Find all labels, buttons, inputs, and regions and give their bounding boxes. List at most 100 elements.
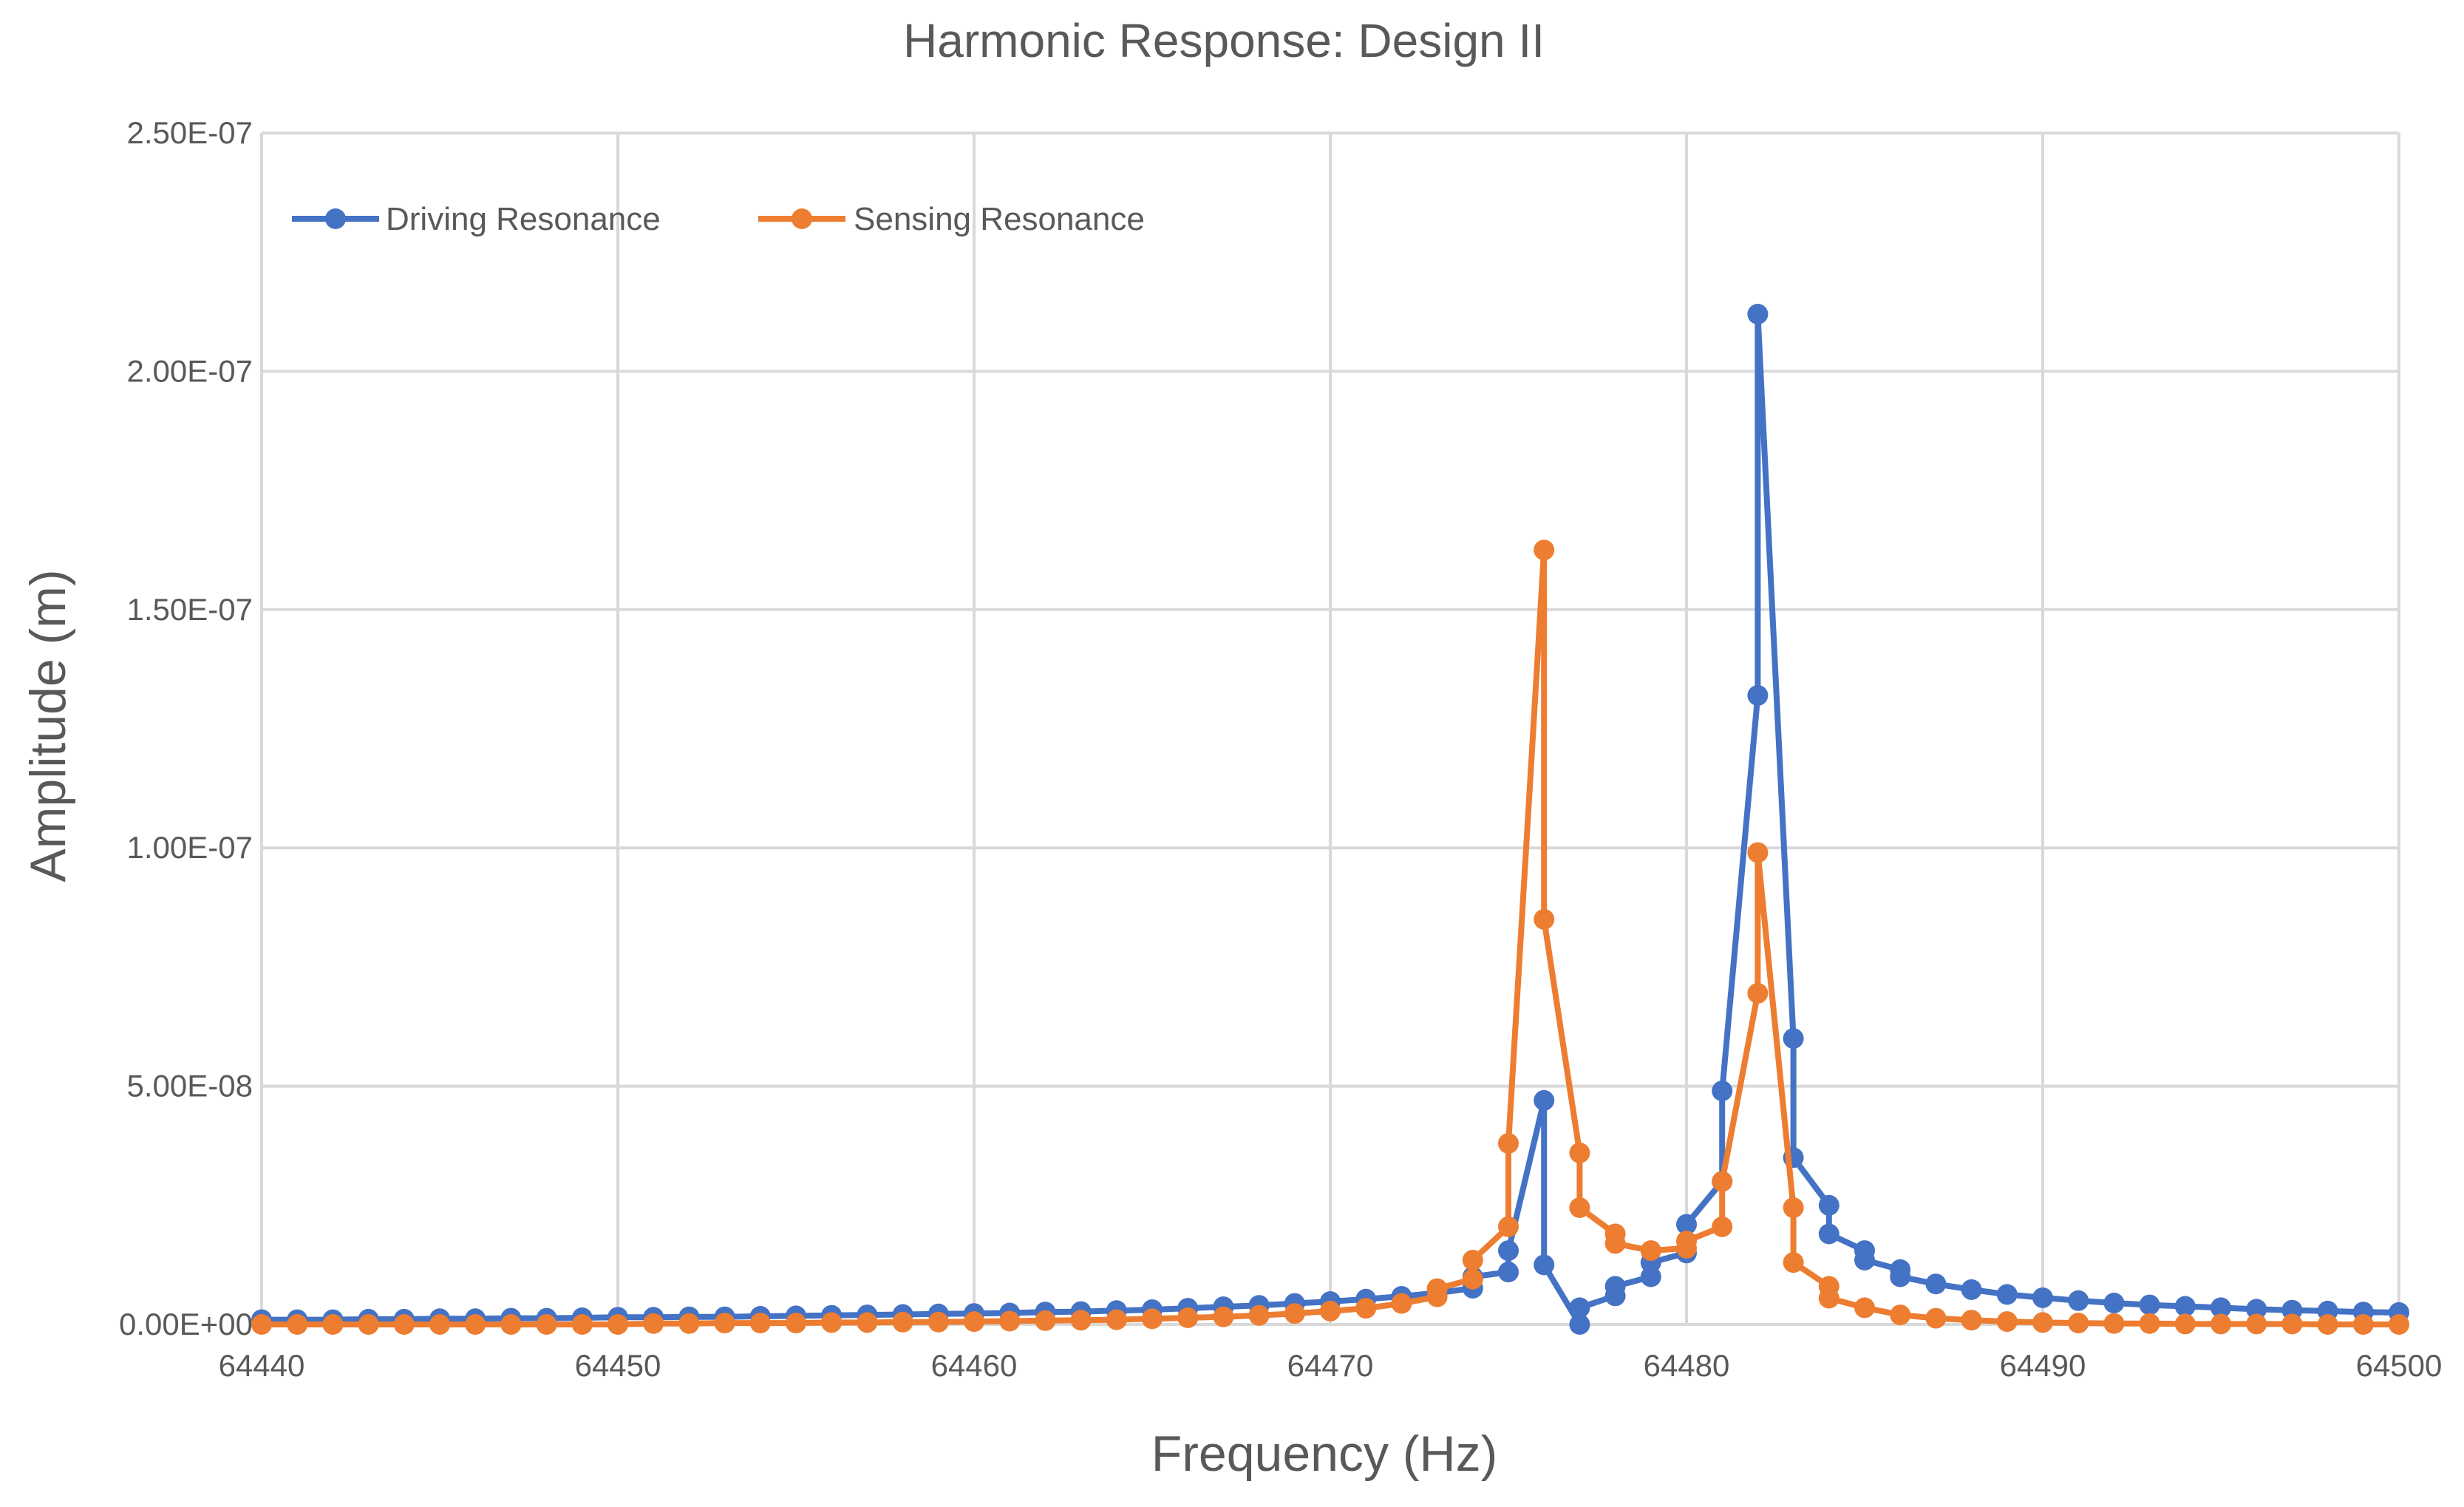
data-point-sensing [1142, 1308, 1163, 1330]
data-point-driving [1498, 1262, 1519, 1283]
x-tick-label: 64480 [1644, 1348, 1730, 1383]
chart-title: Harmonic Response: Design II [903, 14, 1545, 67]
data-point-driving [1747, 304, 1769, 324]
data-point-sensing [643, 1313, 664, 1334]
data-point-sensing [786, 1313, 806, 1334]
data-point-sensing [571, 1314, 593, 1335]
data-point-sensing [1747, 982, 1769, 1004]
data-point-driving [2211, 1297, 2231, 1319]
data-point-driving [1640, 1266, 1661, 1287]
x-tick-label: 64500 [2356, 1348, 2443, 1383]
data-point-driving [1498, 1240, 1519, 1262]
data-point-sensing [1248, 1304, 1270, 1326]
data-point-sensing [1391, 1293, 1412, 1314]
data-point-sensing [928, 1311, 949, 1333]
data-point-driving [2068, 1290, 2089, 1311]
data-point-sensing [536, 1314, 557, 1335]
data-point-sensing [1747, 842, 1769, 863]
data-point-sensing [999, 1310, 1021, 1332]
data-point-sensing [287, 1314, 308, 1335]
y-tick-label: 2.00E-07 [127, 353, 253, 388]
legend-item-driving: Driving Resonance [292, 201, 661, 237]
data-point-sensing [1604, 1233, 1626, 1254]
data-point-sensing [2139, 1313, 2160, 1334]
legend-marker-sensing [792, 208, 812, 229]
axis-ticks: 0.00E+00 5.00E-08 1.00E-07 1.50E-07 2.00E-07… [119, 115, 2442, 1383]
data-point-sensing [2068, 1313, 2089, 1334]
legend: Driving Resonance Sensing Resonance [292, 201, 1145, 237]
data-point-sensing [2032, 1312, 2053, 1333]
x-tick-label: 64470 [1287, 1348, 1374, 1383]
data-point-driving [2174, 1296, 2196, 1317]
data-point-sensing [2317, 1314, 2338, 1335]
data-point-sensing [1569, 1197, 1590, 1218]
data-point-sensing [1284, 1303, 1305, 1324]
data-point-sensing [1070, 1310, 1092, 1331]
data-point-sensing [1106, 1309, 1127, 1330]
data-point-sensing [892, 1311, 913, 1333]
legend-label-sensing: Sensing Resonance [854, 201, 1145, 237]
data-point-sensing [1534, 908, 1555, 930]
data-point-sensing [1320, 1300, 1341, 1321]
data-point-driving [1890, 1266, 1911, 1287]
data-point-sensing [1676, 1231, 1697, 1252]
data-point-driving [1996, 1284, 2018, 1305]
x-tick-label: 64460 [931, 1348, 1018, 1383]
legend-label-driving: Driving Resonance [386, 201, 661, 237]
data-point-sensing [1890, 1304, 1911, 1326]
data-point-sensing [2352, 1314, 2374, 1335]
data-point-sensing [2174, 1313, 2196, 1335]
data-point-sensing [1925, 1307, 1947, 1329]
data-point-sensing [1854, 1297, 1875, 1319]
legend-item-sensing: Sensing Resonance [758, 201, 1145, 237]
data-point-sensing [1462, 1250, 1483, 1270]
data-point-sensing [608, 1314, 628, 1335]
y-tick-label: 1.50E-07 [127, 592, 253, 627]
data-point-driving [2103, 1293, 2125, 1313]
x-tick-label: 64450 [575, 1348, 661, 1383]
y-tick-label: 5.00E-08 [127, 1069, 253, 1103]
data-point-sensing [465, 1314, 486, 1335]
data-point-driving [1676, 1214, 1697, 1235]
data-point-sensing [2211, 1313, 2231, 1335]
data-point-driving [1961, 1279, 1982, 1300]
data-point-sensing [1640, 1240, 1661, 1262]
data-point-sensing [1712, 1216, 1733, 1237]
data-point-sensing [1426, 1278, 1448, 1299]
x-axis-title: Frequency (Hz) [1151, 1426, 1498, 1482]
data-point-sensing [714, 1313, 735, 1334]
data-point-sensing [1213, 1306, 1234, 1327]
data-point-driving [1783, 1028, 1804, 1050]
data-point-sensing [358, 1314, 379, 1335]
data-point-sensing [1498, 1216, 1519, 1237]
data-point-driving [2032, 1287, 2053, 1308]
data-point-driving [1604, 1276, 1626, 1297]
data-point-driving [1712, 1081, 1733, 1101]
data-point-sensing [749, 1313, 771, 1334]
data-point-driving [1569, 1297, 1590, 1319]
data-point-sensing [251, 1314, 272, 1335]
y-tick-label: 1.00E-07 [127, 830, 253, 865]
data-point-sensing [393, 1314, 415, 1335]
data-point-sensing [821, 1312, 843, 1333]
data-point-driving [1818, 1223, 1840, 1245]
data-point-driving [1747, 684, 1769, 706]
data-point-sensing [1534, 540, 1555, 561]
data-point-sensing [1498, 1133, 1519, 1154]
x-tick-label: 64490 [2000, 1348, 2086, 1383]
data-point-driving [2246, 1299, 2267, 1320]
data-point-driving [2139, 1294, 2160, 1316]
data-point-sensing [1177, 1307, 1199, 1328]
data-point-sensing [1035, 1310, 1056, 1331]
data-point-driving [1818, 1194, 1840, 1216]
data-point-sensing [1712, 1171, 1733, 1192]
y-tick-label: 2.50E-07 [127, 115, 253, 150]
data-point-sensing [322, 1314, 344, 1335]
data-point-sensing [1961, 1310, 1982, 1331]
data-point-driving [1534, 1254, 1555, 1276]
series [251, 304, 2409, 1335]
data-point-sensing [678, 1313, 700, 1334]
data-point-sensing [1355, 1298, 1377, 1319]
